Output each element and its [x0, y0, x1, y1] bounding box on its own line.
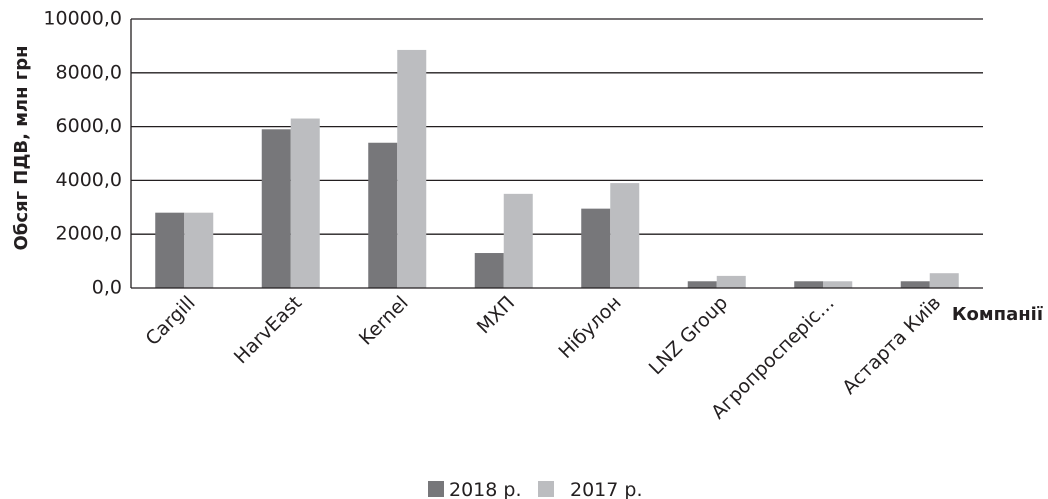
x-tick-label: LNZ Group	[645, 292, 732, 379]
y-tick-labels: 0,0 2000,0 4000,0 6000,0 8000,0 10000,0	[43, 8, 122, 299]
legend: 2018 р. 2017 р.	[428, 479, 643, 499]
y-tick-label: 4000,0	[56, 169, 122, 191]
legend-label-2017: 2017 р.	[570, 479, 643, 499]
bars	[155, 49, 959, 289]
bar-2017	[290, 118, 320, 288]
axes	[130, 19, 983, 289]
x-tick-label: МХП	[473, 292, 519, 338]
legend-swatch-2017	[538, 481, 554, 497]
legend-label-2018: 2018 р.	[449, 479, 522, 499]
bar-2017	[823, 281, 853, 288]
bar-2017	[716, 275, 746, 288]
bar-2018	[474, 253, 504, 288]
x-tick-label: Нібулон	[554, 292, 625, 363]
bar-2018	[261, 129, 291, 288]
bar-2018	[368, 142, 398, 288]
y-tick-label: 0,0	[92, 277, 122, 299]
x-tick-label: HarvEast	[230, 292, 306, 368]
bar-2017	[397, 49, 427, 289]
legend-swatch-2018	[428, 481, 444, 497]
x-tick-label: Kernel	[355, 292, 413, 350]
bar-2017	[184, 212, 214, 288]
bar-2017	[503, 193, 533, 288]
y-axis-title: Обсяг ПДВ, млн грн	[11, 45, 32, 250]
bar-2017	[610, 183, 640, 288]
x-tick-labels: Cargill HarvEast Kernel МХП Нібулон LNZ Group…	[141, 292, 945, 424]
y-tick-label: 8000,0	[56, 61, 122, 83]
x-tick-label: Астарта Київ	[838, 292, 945, 399]
y-tick-label: 2000,0	[56, 223, 122, 245]
bar-2017	[929, 273, 959, 288]
bar-2018	[581, 208, 611, 288]
bar-2018	[155, 212, 185, 288]
bar-2018	[687, 281, 717, 288]
x-tick-label: Cargill	[141, 292, 199, 350]
gridlines	[131, 18, 983, 235]
y-tick-label: 6000,0	[56, 115, 122, 137]
y-tick-label: 10000,0	[43, 8, 122, 30]
x-axis-title: Компанії	[952, 304, 1043, 325]
bar-2018	[794, 281, 824, 288]
bar-2018	[900, 281, 930, 288]
